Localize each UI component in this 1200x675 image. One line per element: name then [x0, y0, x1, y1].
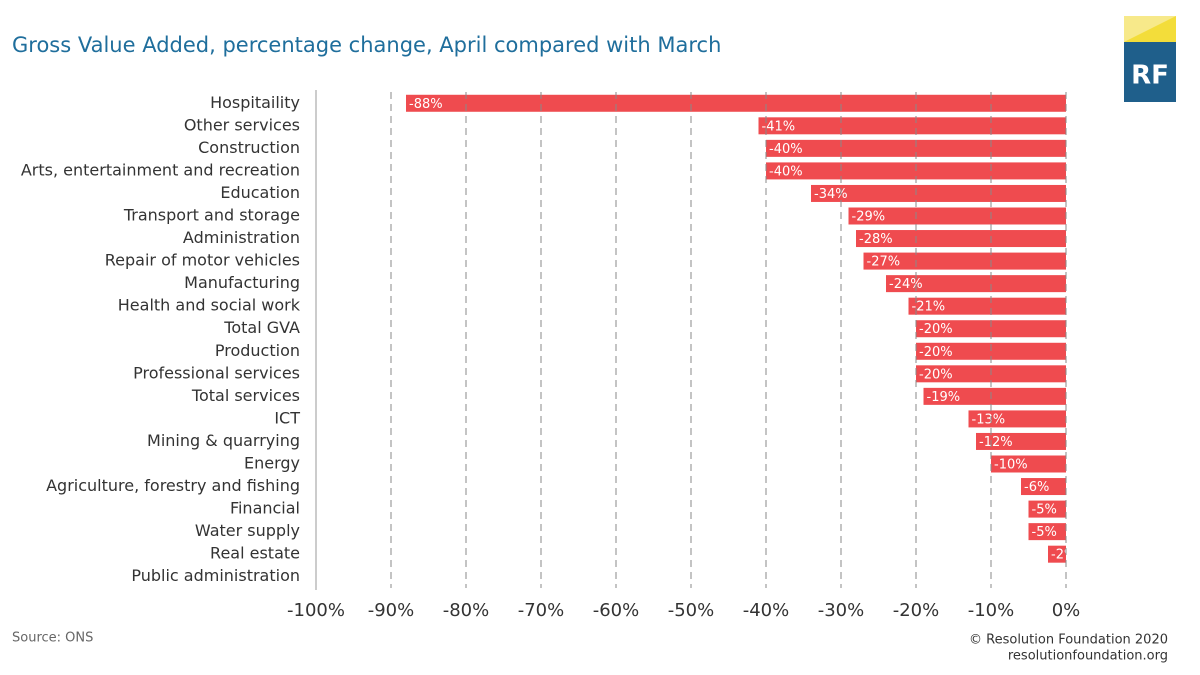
value-label: -6% — [1024, 480, 1049, 495]
plot: -88% -41% -40% -40% -34% -29% -28% -27% -24% -21%… — [406, 94, 1076, 563]
y-tick-label: Total GVA — [223, 318, 300, 337]
value-label: -12% — [979, 435, 1013, 450]
value-label: -21% — [912, 300, 946, 315]
value-label: -20% — [919, 345, 953, 360]
y-tick-label: Transport and storage — [123, 206, 300, 225]
x-tick-label: -70% — [518, 600, 565, 621]
bar — [406, 94, 1066, 112]
value-label: -28% — [859, 232, 893, 247]
bar — [886, 275, 1066, 293]
value-label: -10% — [994, 458, 1028, 473]
x-tick-label: -20% — [893, 600, 940, 621]
value-label: -24% — [889, 277, 923, 292]
y-tick-label: Production — [215, 341, 300, 360]
y-tick-label: Agriculture, forestry and fishing — [46, 476, 300, 495]
bar — [1028, 523, 1066, 541]
x-tick-label: -100% — [287, 600, 345, 621]
value-label: -34% — [814, 187, 848, 202]
bar — [923, 387, 1066, 405]
bar — [1021, 478, 1066, 496]
value-label: -20% — [919, 322, 953, 337]
y-tick-label: Water supply — [195, 521, 300, 540]
y-tick-label: Real estate — [210, 544, 300, 563]
y-tick-label: Financial — [230, 499, 300, 518]
value-label: -2% — [1051, 548, 1076, 563]
x-tick-label: -40% — [743, 600, 790, 621]
x-tick-label: -80% — [443, 600, 490, 621]
value-label: -41% — [762, 119, 796, 134]
bar — [976, 432, 1066, 450]
value-label: -29% — [852, 210, 886, 225]
y-tick-label: Arts, entertainment and recreation — [21, 160, 300, 179]
x-tick-label: -30% — [818, 600, 865, 621]
y-tick-label: Education — [220, 183, 300, 202]
x-tick-label: 0% — [1052, 600, 1081, 621]
value-label: -88% — [409, 97, 443, 112]
value-label: -20% — [919, 367, 953, 382]
y-tick-label: Energy — [244, 454, 300, 473]
bar — [848, 207, 1066, 225]
y-tick-label: Manufacturing — [184, 273, 300, 292]
x-tick-label: -90% — [368, 600, 415, 621]
bar — [758, 117, 1066, 135]
bar — [908, 297, 1066, 315]
credit: © Resolution Foundation 2020 — [969, 633, 1168, 648]
y-tick-label: Health and social work — [118, 296, 301, 315]
bar — [968, 410, 1066, 428]
value-label: -13% — [972, 412, 1006, 427]
y-tick-label: Hospitaility — [210, 93, 300, 112]
website: resolutionfoundation.org — [1008, 649, 1168, 664]
bar — [916, 342, 1066, 360]
source: Source: ONS — [12, 631, 93, 646]
bar — [1028, 500, 1066, 518]
y-tick-label: Mining & quarrying — [147, 431, 300, 450]
value-label: -19% — [927, 390, 961, 405]
y-tick-label: Other services — [184, 115, 300, 134]
bar — [811, 184, 1066, 202]
y-tick-label: Professional services — [133, 363, 300, 382]
value-label: -40% — [769, 142, 803, 157]
x-tick-label: -50% — [668, 600, 715, 621]
logo: RF — [1124, 16, 1176, 102]
y-tick-label: Public administration — [131, 566, 300, 585]
chart-title: Gross Value Added, percentage change, Ap… — [12, 33, 721, 57]
bar — [916, 320, 1066, 338]
bar — [1048, 545, 1066, 563]
y-tick-label: Repair of motor vehicles — [105, 251, 300, 270]
value-label: -27% — [867, 255, 901, 270]
value-label: -5% — [1032, 503, 1057, 518]
y-tick-label: ICT — [274, 408, 300, 427]
logo-text: RF — [1131, 61, 1169, 91]
bar — [991, 455, 1066, 473]
value-label: -40% — [769, 164, 803, 179]
x-tick-label: -60% — [593, 600, 640, 621]
bar — [856, 230, 1066, 248]
value-label: -5% — [1032, 525, 1057, 540]
y-tick-label: Administration — [183, 228, 300, 247]
y-tick-label: Total services — [191, 386, 300, 405]
bar — [863, 252, 1066, 270]
x-tick-label: -10% — [968, 600, 1015, 621]
y-tick-label: Construction — [198, 138, 300, 157]
